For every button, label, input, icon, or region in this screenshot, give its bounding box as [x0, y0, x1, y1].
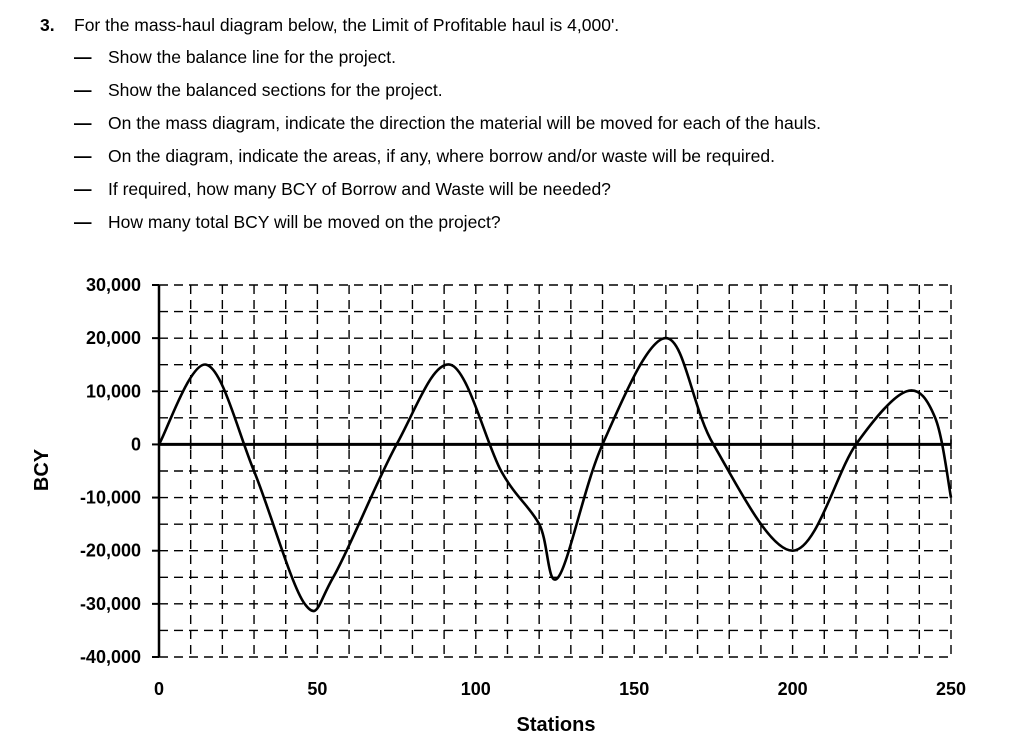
series-layer	[157, 336, 953, 613]
axis-layer	[152, 284, 952, 658]
tick-layer: 30,000 20,000 10,000 0 -10,000 -20,000 -30,000…	[80, 275, 966, 699]
bullet-marker: —	[74, 145, 92, 166]
bullet-marker: —	[74, 46, 92, 67]
y-axis-title: BCY	[31, 448, 53, 491]
x-tick-label: 0	[154, 679, 164, 699]
bullet-text: How many total BCY will be moved on the …	[108, 211, 501, 232]
bullet-marker: —	[74, 79, 92, 100]
question-bullet: — Show the balanced sections for the pro…	[74, 73, 1010, 106]
x-tick-label: 250	[936, 679, 966, 699]
x-axis-title: Stations	[517, 714, 596, 736]
question-bullet-list: — Show the balance line for the project.…	[40, 40, 1010, 238]
question-bullet: — Show the balance line for the project.	[74, 40, 1010, 73]
x-tick-label: 200	[778, 679, 808, 699]
bullet-text: If required, how many BCY of Borrow and …	[108, 178, 611, 199]
y-tick-label: 20,000	[86, 328, 141, 348]
bullet-text: Show the balanced sections for the proje…	[108, 79, 443, 100]
question-header: 3. For the mass-haul diagram below, the …	[40, 10, 1010, 40]
y-tick-label: 0	[131, 434, 141, 454]
bullet-marker: —	[74, 112, 92, 133]
y-tick-label: -10,000	[80, 488, 141, 508]
y-tick-label: -30,000	[80, 594, 141, 614]
question-prompt: For the mass-haul diagram below, the Lim…	[74, 15, 620, 35]
bullet-text: Show the balance line for the project.	[108, 46, 396, 67]
bullet-marker: —	[74, 178, 92, 199]
mass-haul-curve	[157, 336, 953, 613]
y-tick-label: -20,000	[80, 541, 141, 561]
question-bullet: — How many total BCY will be moved on th…	[74, 205, 1010, 238]
x-tick-label: 100	[461, 679, 491, 699]
x-tick-label: 150	[619, 679, 649, 699]
question-bullet: — On the mass diagram, indicate the dire…	[74, 106, 1010, 139]
y-tick-label: 30,000	[86, 275, 141, 295]
y-tick-label: 10,000	[86, 381, 141, 401]
question-block: 3. For the mass-haul diagram below, the …	[40, 10, 1010, 238]
x-tick-label: 50	[307, 679, 327, 699]
question-bullet: — If required, how many BCY of Borrow an…	[74, 172, 1010, 205]
bullet-marker: —	[74, 211, 92, 232]
grid-layer	[159, 284, 952, 658]
question-number: 3.	[40, 15, 55, 35]
question-bullet: — On the diagram, indicate the areas, if…	[74, 139, 1010, 172]
bullet-text: On the diagram, indicate the areas, if a…	[108, 145, 775, 166]
y-tick-label: -40,000	[80, 647, 141, 667]
bullet-text: On the mass diagram, indicate the direct…	[108, 112, 822, 133]
